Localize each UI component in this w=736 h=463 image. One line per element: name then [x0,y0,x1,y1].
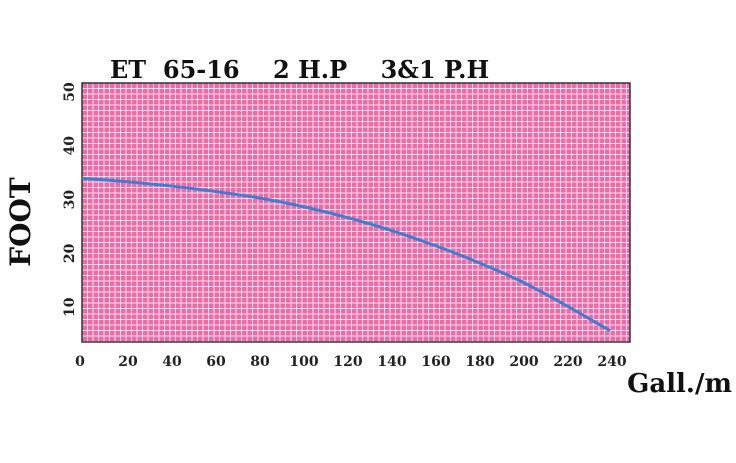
x-tick-label: 100 [289,354,318,370]
x-tick-label: 40 [162,354,182,370]
series-curve [81,176,611,332]
y-tick-label: 30 [62,190,78,210]
x-axis-label: Gall./m [627,369,732,399]
y-tick-label: 20 [62,243,78,263]
plot-border [81,82,631,343]
x-tick-label: 60 [206,354,226,370]
x-axis-ticks: 0 20 40 60 80 100 120 140 160 180 200 220 240 [75,354,627,370]
chart-title: ET 65-16 2 H.P 3&1 P.H [110,55,489,84]
x-tick-label: 0 [75,354,85,370]
y-tick-label: 40 [62,136,78,156]
x-tick-label: 140 [377,354,406,370]
x-tick-label: 240 [597,354,626,370]
y-tick-label: 10 [62,297,78,317]
x-tick-label: 200 [509,354,538,370]
x-tick-label: 80 [250,354,270,370]
x-tick-label: 220 [553,354,582,370]
y-axis-ticks: 10 20 30 40 50 [62,82,78,317]
x-tick-label: 180 [465,354,494,370]
y-axis-label: FOOT [4,177,37,267]
x-tick-label: 160 [421,354,450,370]
y-tick-label: 50 [62,82,78,102]
x-tick-label: 20 [118,354,138,370]
x-tick-label: 120 [333,354,362,370]
